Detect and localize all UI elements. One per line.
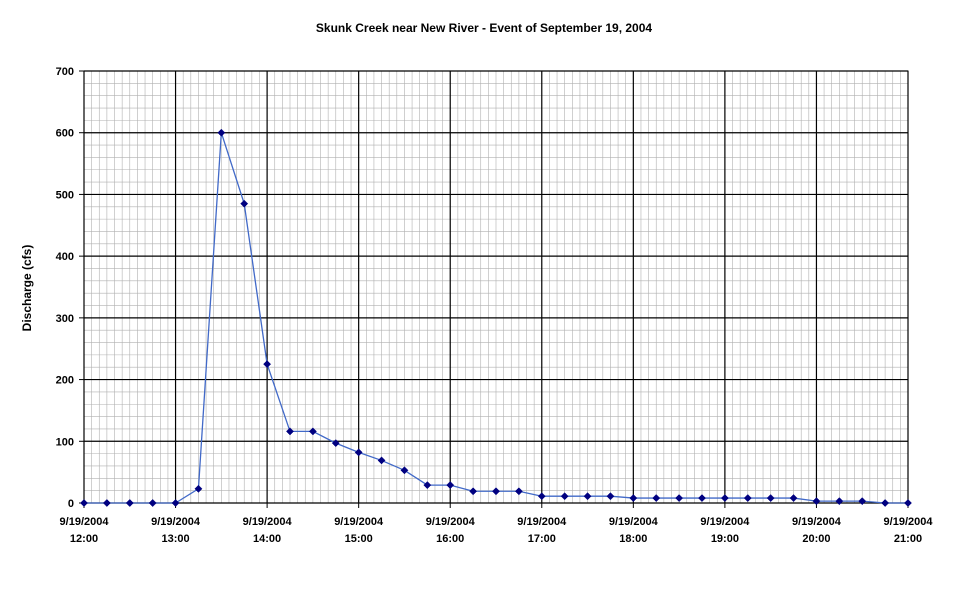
data-point-marker — [80, 499, 88, 507]
y-tick-label: 0 — [68, 498, 74, 510]
x-tick-label-date: 9/19/2004 — [884, 516, 934, 528]
x-tick-label-date: 9/19/2004 — [609, 516, 659, 528]
data-point-marker — [812, 497, 821, 506]
data-point-marker — [835, 497, 844, 506]
data-point-marker — [606, 492, 615, 501]
data-point-marker — [286, 427, 294, 436]
data-point-marker — [789, 494, 798, 503]
y-axis-ticks: 0 100 200 300 400 500 600 700 — [56, 66, 84, 510]
data-point-marker — [102, 499, 111, 507]
data-point-marker — [331, 439, 340, 448]
data-point-marker — [675, 494, 684, 503]
plot-area — [83, 70, 909, 504]
data-point-marker — [720, 494, 729, 503]
data-point-marker — [240, 199, 249, 208]
data-point-marker — [217, 128, 226, 137]
x-tick-label-time: 16:00 — [436, 533, 464, 545]
data-point-marker — [125, 499, 134, 507]
data-point-marker — [858, 497, 867, 506]
x-tick-label-time: 13:00 — [161, 533, 189, 545]
discharge-series-points — [80, 128, 912, 507]
x-tick-label-time: 20:00 — [802, 533, 830, 545]
x-tick-label-date: 9/19/2004 — [700, 516, 750, 528]
y-tick-label: 300 — [56, 313, 74, 325]
data-point-marker — [308, 427, 317, 436]
data-point-marker — [354, 448, 363, 457]
data-point-marker — [904, 499, 912, 507]
x-tick-label-time: 17:00 — [528, 533, 556, 545]
data-point-marker — [423, 481, 432, 490]
data-point-marker — [171, 499, 180, 507]
data-point-marker — [560, 492, 569, 501]
data-point-marker — [148, 499, 157, 507]
data-point-marker — [377, 456, 386, 465]
data-point-marker — [400, 466, 409, 475]
data-point-marker — [583, 492, 592, 501]
data-point-marker — [537, 492, 546, 501]
data-point-marker — [492, 487, 500, 496]
x-tick-label-date: 9/19/2004 — [243, 516, 293, 528]
x-tick-label-date: 9/19/2004 — [792, 516, 842, 528]
x-tick-label-time: 19:00 — [711, 533, 739, 545]
chart-title: Skunk Creek near New River - Event of Se… — [316, 21, 652, 35]
data-point-marker — [194, 484, 203, 493]
data-point-marker — [446, 481, 455, 490]
y-tick-label: 600 — [56, 128, 74, 140]
data-point-marker — [469, 487, 478, 496]
data-point-marker — [766, 494, 775, 503]
data-point-marker — [263, 360, 272, 369]
x-tick-label-time: 12:00 — [70, 533, 98, 545]
x-tick-label-time: 21:00 — [894, 533, 922, 545]
data-point-marker — [629, 494, 638, 503]
y-tick-label: 500 — [56, 189, 74, 201]
minor-gridlines — [84, 71, 908, 503]
y-tick-label: 100 — [56, 436, 74, 448]
x-axis-ticks: 9/19/2004 12:00 9/19/2004 13:00 9/19/2004 14:… — [60, 503, 934, 545]
x-tick-label-date: 9/19/2004 — [334, 516, 384, 528]
data-point-marker — [698, 494, 706, 503]
x-tick-label-date: 9/19/2004 — [517, 516, 567, 528]
data-point-marker — [652, 494, 661, 503]
data-point-marker — [743, 494, 752, 503]
y-tick-label: 700 — [56, 66, 74, 78]
x-tick-label-date: 9/19/2004 — [60, 516, 110, 528]
y-tick-label: 400 — [56, 251, 74, 263]
data-point-marker — [881, 499, 890, 507]
data-point-marker — [514, 487, 523, 496]
x-tick-label-date: 9/19/2004 — [151, 516, 201, 528]
x-tick-label-time: 15:00 — [345, 533, 373, 545]
x-tick-label-time: 14:00 — [253, 533, 281, 545]
y-axis-label: Discharge (cfs) — [20, 245, 34, 332]
x-tick-label-date: 9/19/2004 — [426, 516, 476, 528]
y-tick-label: 200 — [56, 375, 74, 387]
x-tick-label-time: 18:00 — [619, 533, 647, 545]
